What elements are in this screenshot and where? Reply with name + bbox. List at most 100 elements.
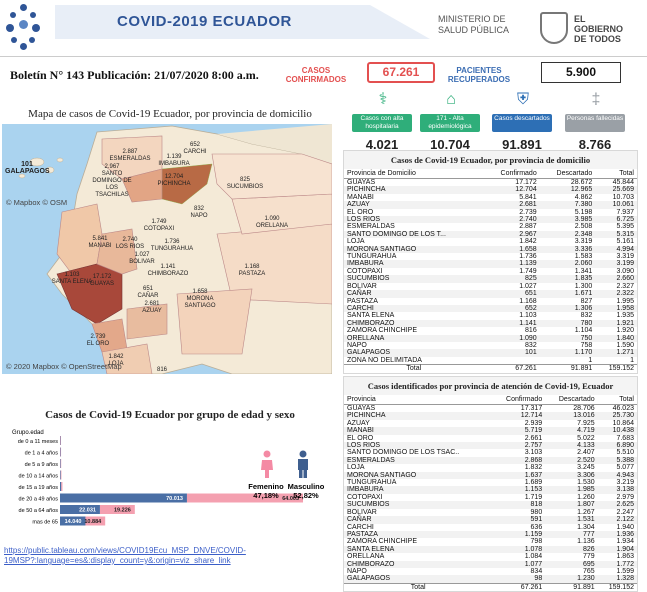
table-row[interactable]: PASTAZA 1.168 827 1.995	[344, 298, 637, 305]
tableau-link[interactable]: https://public.tableau.com/views/COVID19…	[4, 546, 246, 565]
table-row[interactable]: MANABI 5.719 4.719 10.438	[344, 427, 637, 435]
bar-male[interactable]	[60, 482, 62, 491]
table-row[interactable]: NAPO 832 758 1.590	[344, 342, 637, 349]
column-header[interactable]: Descartado	[545, 395, 598, 405]
table-row[interactable]: SANTA ELENA 1.078 826 1.904	[344, 545, 637, 554]
map-label-tungurahua[interactable]: 1.736 TUNGURAHUA	[150, 239, 194, 253]
table-row[interactable]: COTOPAXI 1.749 1.341 3.090	[344, 268, 637, 275]
map-label-esmeraldas[interactable]: 2.887 ESMERALDAS	[108, 149, 152, 163]
map-label-pastaza[interactable]: 1.168 PASTAZA	[230, 264, 274, 278]
map-label-bolivar[interactable]: 1.027 BOLIVAR	[120, 252, 164, 266]
map-label-napo[interactable]: 832 NAPO	[177, 206, 221, 220]
table-row[interactable]: EL ORO 2.661 5.022 7.683	[344, 435, 637, 442]
table-row[interactable]: SUCUMBIOS 825 1.835 2.660	[344, 275, 637, 283]
map-label-guayas[interactable]: 17.172 GUAYAS	[80, 274, 124, 288]
table-row[interactable]: LOS RIOS 2.740 3.985 6.725	[344, 216, 637, 224]
map-label-azuay[interactable]: 2.681 AZUAY	[130, 301, 174, 315]
column-header[interactable]: Provincia de Domicilio	[344, 169, 484, 179]
column-header[interactable]: Confirmado	[492, 395, 546, 405]
bar-female[interactable]	[61, 482, 63, 491]
table-row[interactable]: ESMERALDAS 2.868 2.520 5.388	[344, 456, 637, 465]
table-row[interactable]: GALAPAGOS 101 1.170 1.271	[344, 349, 637, 357]
map-label-santo-domingo-de-los-tsachilas[interactable]: 2.967 SANTO DOMINGO DE LOS TSACHILAS	[90, 164, 134, 199]
map-label-imbabura[interactable]: 1.139 IMBABURA	[152, 154, 196, 168]
table-row[interactable]: AZUAY 2.681 7.380 10.061	[344, 201, 637, 209]
province-map[interactable]: 2.887 ESMERALDAS 652 CARCHI 1.139 IMBABURA 825…	[2, 124, 332, 374]
bar-female[interactable]	[85, 516, 106, 526]
table-row[interactable]: TUNGURAHUA 1.736 1.583 3.319	[344, 253, 637, 260]
bar-male[interactable]	[60, 436, 61, 445]
table-row[interactable]: SANTO DOMINGO DE LOS TSAC.. 3.103 2.407 5.5…	[344, 449, 637, 456]
bar-male[interactable]	[60, 470, 61, 480]
map-label-morona-santiago[interactable]: 1.658 MORONA SANTIAGO	[178, 289, 222, 310]
table-row[interactable]: CHIMBORAZO 1.141 780 1.921	[344, 319, 637, 328]
table-row[interactable]: GALAPAGOS 98 1.230 1.328	[344, 575, 637, 584]
galapagos-island	[56, 157, 64, 163]
map-label-manabi[interactable]: 5.841 MANABI	[78, 236, 122, 250]
table-row[interactable]: EL ORO 2.739 5.198 7.937	[344, 209, 637, 216]
table-row[interactable]: IMBABURA 1.153 1.985 3.138	[344, 486, 637, 494]
bar-male[interactable]	[60, 459, 61, 468]
table-row[interactable]: LOS RIOS 2.757 4.133 6.890	[344, 442, 637, 450]
column-header[interactable]: Total	[597, 395, 637, 405]
table-row[interactable]: CHIMBORAZO 1.077 695 1.772	[344, 560, 637, 568]
map-label-santa-elena[interactable]: 1.103 SANTA ELENA	[50, 272, 94, 286]
map-label-zamora-chinchipe[interactable]: 816ZAMORA CHINCHIPE	[140, 367, 184, 374]
map-label-sucumbios[interactable]: 825 SUCUMBIOS	[223, 177, 267, 191]
table-row[interactable]: MORONA SANTIAGO 1.658 3.336 4.994	[344, 245, 637, 254]
table-row[interactable]: GUAYAS 17.172 28.672 45.844	[344, 179, 637, 187]
table-row[interactable]: ZAMORA CHINCHIPE 816 1.104 1.920	[344, 327, 637, 334]
map-label-loja[interactable]: 1.842 LOJA	[94, 354, 138, 368]
table-row[interactable]: ORELLANA 1.090 750 1.840	[344, 334, 637, 342]
table-row[interactable]: CAÑAR 651 1.671 2.322	[344, 290, 637, 298]
table-row[interactable]: AZUAY 2.939 7.925 10.864	[344, 420, 637, 427]
bar-female[interactable]	[60, 447, 62, 457]
bar-male[interactable]	[60, 505, 100, 514]
table-row[interactable]: ZONA NO DELIMITADA 1 1	[344, 357, 637, 365]
table-row[interactable]: NAPO 834 765 1.599	[344, 568, 637, 575]
table-row[interactable]: PASTAZA 1.159 777 1.936	[344, 530, 637, 539]
column-header[interactable]: Total	[595, 169, 637, 179]
table-row[interactable]: MORONA SANTIAGO 1.637 3.306 4.943	[344, 471, 637, 480]
bar-female[interactable]	[99, 505, 135, 514]
map-label-ca-ar[interactable]: 651 CAÑAR	[126, 286, 170, 300]
bar-male[interactable]	[60, 447, 61, 457]
table-row[interactable]: PICHINCHA 12.714 13.016 25.730	[344, 412, 637, 420]
table-row[interactable]: COTOPAXI 1.719 1.260 2.979	[344, 494, 637, 501]
bar-female[interactable]	[60, 436, 61, 445]
table-row[interactable]: CAÑAR 591 1.531 2.122	[344, 516, 637, 524]
bar-female[interactable]	[60, 459, 62, 468]
map-label-cotopaxi[interactable]: 1.749 COTOPAXI	[137, 219, 181, 233]
table-row[interactable]: ESMERALDAS 2.887 2.508 5.395	[344, 223, 637, 230]
map-label-los-rios[interactable]: 2.740 LOS RIOS	[108, 237, 152, 251]
bar-male[interactable]	[60, 516, 86, 526]
table-row[interactable]: ORELLANA 1.084 779 1.863	[344, 553, 637, 560]
column-header[interactable]: Descartado	[539, 169, 596, 179]
table-row[interactable]: PICHINCHA 12.704 12.965 25.669	[344, 186, 637, 194]
map-label-orellana[interactable]: 1.090 ORELLANA	[250, 216, 294, 230]
table-row[interactable]: BOLIVAR 980 1.267 2.247	[344, 509, 637, 516]
table-row[interactable]: ZAMORA CHINCHIPE 798 1.136 1.934	[344, 538, 637, 545]
table-row[interactable]: MANABI 5.841 4.862 10.703	[344, 194, 637, 201]
map-label-chimborazo[interactable]: 1.141 CHIMBORAZO	[146, 264, 190, 278]
table-row[interactable]: SANTA ELENA 1.103 832 1.935	[344, 312, 637, 319]
map-label-pichincha[interactable]: 12.704 PICHINCHA	[152, 174, 196, 188]
bar-female[interactable]	[186, 493, 304, 503]
column-header[interactable]: Provincia	[344, 395, 493, 405]
bar-female[interactable]	[60, 470, 62, 480]
table-row[interactable]: LOJA 1.842 3.319 5.161	[344, 238, 637, 245]
map-label-el-oro[interactable]: 2.739 EL ORO	[76, 334, 120, 348]
table-row[interactable]: LOJA 1.832 3.245 5.077	[344, 464, 637, 471]
table-row[interactable]: IMBABURA 1.139 2.060 3.199	[344, 260, 637, 268]
map-label-galapagos[interactable]: 101 GALAPAGOS	[5, 161, 50, 175]
table-row[interactable]: SUCUMBIOS 818 1.807 2.625	[344, 501, 637, 509]
map-label-carchi[interactable]: 652 CARCHI	[173, 142, 217, 156]
table-row[interactable]: SANTO DOMINGO DE LOS T... 2.967 2.348 5.315	[344, 230, 637, 239]
bar-male[interactable]	[60, 493, 187, 503]
table-row[interactable]: GUAYAS 17.317 28.706 46.023	[344, 405, 637, 413]
table-row[interactable]: CARCHI 636 1.304 1.940	[344, 524, 637, 531]
table-row[interactable]: BOLIVAR 1.027 1.300 2.327	[344, 283, 637, 290]
table-row[interactable]: TUNGURAHUA 1.689 1.530 3.219	[344, 479, 637, 486]
column-header[interactable]: Confirmado	[483, 169, 540, 179]
table-row[interactable]: CARCHI 652 1.306 1.958	[344, 304, 637, 313]
